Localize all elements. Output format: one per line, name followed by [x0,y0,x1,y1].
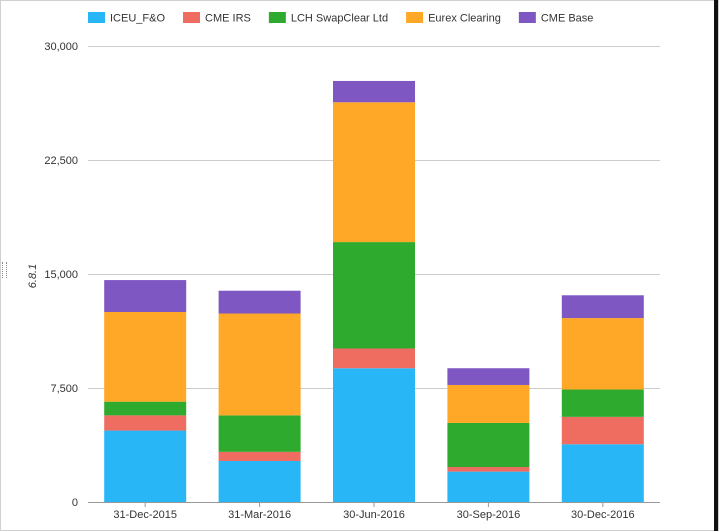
bar-segment [561,444,644,502]
bar-segment [333,242,415,349]
legend-swatch [268,12,286,23]
bar-segment [561,389,644,417]
legend: ICEU_F&O CME IRS LCH SwapClear Ltd Eurex Cl… [88,12,593,25]
legend-swatch [518,12,536,23]
bar-segment [218,451,301,461]
window-edge [714,0,718,531]
y-axis: 0 7,500 15,000 22,500 30,000 [44,41,78,509]
legend-item: CME IRS [205,13,251,25]
y-tick-label: 30,000 [44,41,78,53]
bar-segment [447,467,530,472]
bar-segment [104,415,187,431]
resize-grip-icon[interactable] [2,262,7,278]
bar-segment [561,318,644,390]
x-tick-label: 30-Sep-2016 [457,509,521,521]
y-tick-label: 0 [72,497,78,509]
bars [104,80,644,502]
bar-segment [333,80,415,103]
y-tick-label: 15,000 [44,269,78,281]
bar-segment [104,430,187,502]
x-tick-label: 30-Dec-2016 [571,509,635,521]
x-axis: 31-Dec-2015 31-Mar-2016 30-Jun-2016 30-Sep-… [113,502,635,521]
legend-swatch [183,12,201,23]
bar-segment [218,313,301,416]
legend-item: ICEU_F&O [110,13,165,25]
bar-segment [218,415,301,452]
bar-segment [561,416,644,445]
bar-segment [447,384,530,423]
bar-segment [447,422,530,468]
x-tick-label: 31-Dec-2015 [113,509,177,521]
x-tick-label: 30-Jun-2016 [343,509,405,521]
bar-segment [561,295,644,319]
legend-item: CME Base [541,13,594,25]
bar-segment [218,290,301,314]
bar-segment [104,312,187,402]
bar-segment [447,368,530,385]
bar-segment [447,471,530,502]
y-axis-label: 6.8.1 [27,264,39,288]
bar-segment [333,368,415,502]
bar-segment [218,460,301,502]
x-tick-label: 31-Mar-2016 [228,509,291,521]
y-tick-label: 22,500 [44,155,78,167]
legend-swatch [88,12,105,23]
bar-segment [333,102,415,243]
legend-item: LCH SwapClear Ltd [291,13,388,25]
bar-segment [104,280,187,312]
bar-segment [333,348,415,369]
y-tick-label: 7,500 [50,383,78,395]
legend-swatch [406,12,424,23]
legend-item: Eurex Clearing [428,13,501,25]
bar-segment [104,401,187,416]
